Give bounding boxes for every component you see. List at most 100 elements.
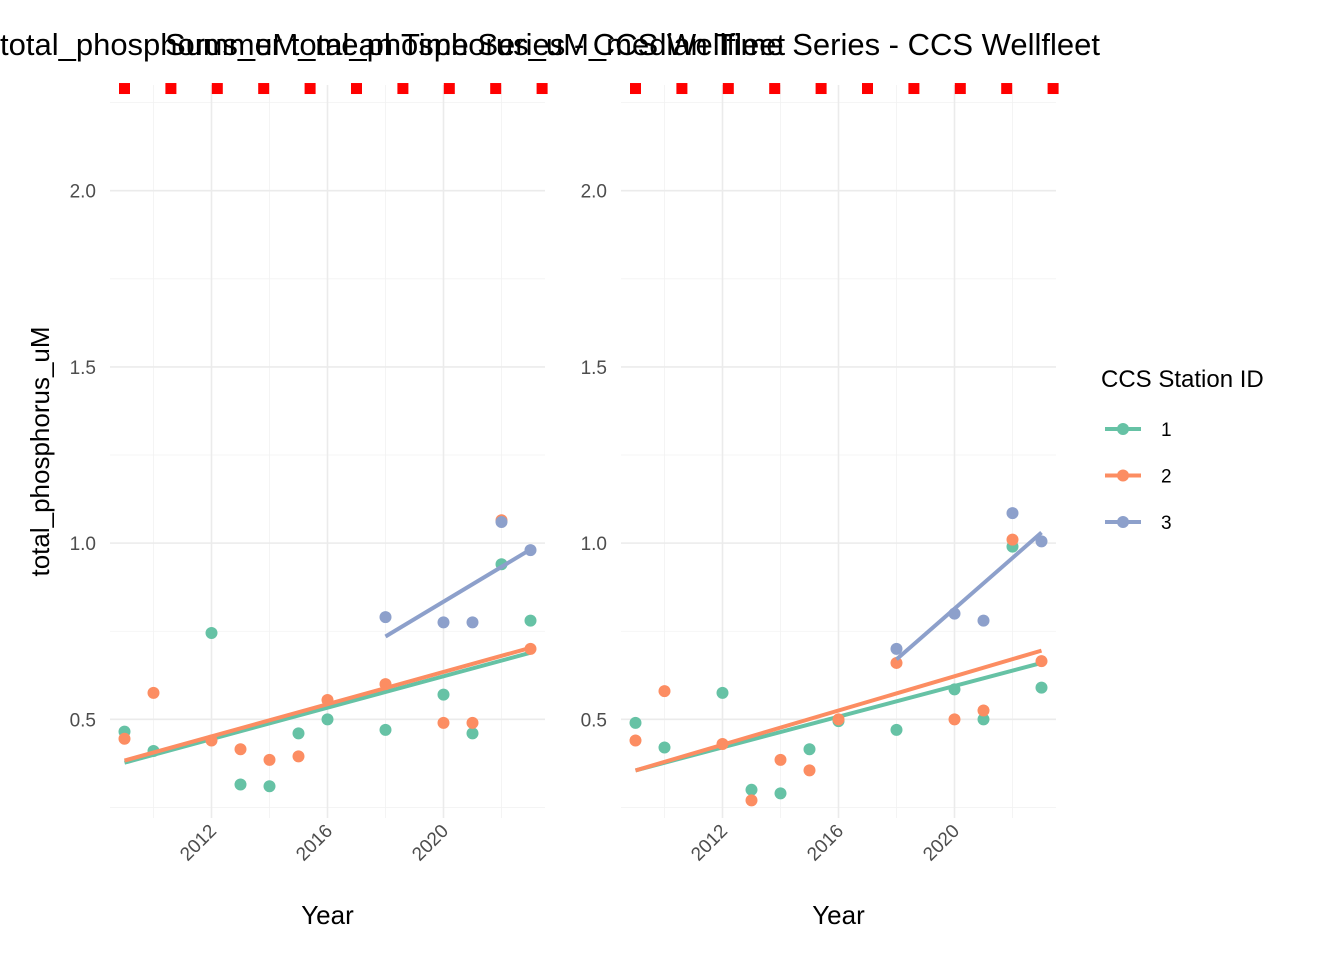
- data-point: [1035, 681, 1048, 694]
- red-square-marker: [862, 83, 873, 95]
- data-point: [437, 688, 450, 701]
- red-square-marker: [443, 83, 455, 95]
- red-square-marker: [1047, 83, 1059, 95]
- panel-mean: 0.5 1.0 1.5 2.0 2012 2016 2020 Year total_phosph…: [25, 83, 548, 930]
- data-point: [205, 734, 218, 747]
- y-tick-label: 1.0: [70, 534, 96, 555]
- trend-line-1: [123, 650, 532, 765]
- data-point: [1006, 507, 1019, 520]
- data-point: [948, 713, 961, 726]
- red-square-marker: [630, 83, 641, 95]
- x-axis-title: Year: [812, 900, 865, 930]
- data-point: [263, 753, 276, 766]
- data-point: [466, 727, 479, 740]
- series-3: [890, 507, 1048, 661]
- data-point: [716, 686, 729, 699]
- series-3: [379, 515, 537, 639]
- data-point: [292, 750, 305, 763]
- data-point: [832, 713, 845, 726]
- legend-label: 2: [1161, 467, 1172, 488]
- y-tick-label: 2.0: [70, 182, 96, 203]
- data-point: [437, 716, 450, 729]
- y-axis-title: total_phosphorus_uM: [25, 326, 55, 576]
- data-point: [948, 683, 961, 696]
- data-point: [629, 734, 642, 747]
- data-point: [524, 642, 537, 655]
- y-tick-label: 0.5: [70, 710, 96, 731]
- red-square-marker: [351, 83, 362, 95]
- y-tick-label: 1.0: [581, 534, 607, 555]
- panel-title-0: total_phosphorus_uM_mean Time Series - C…: [0, 27, 786, 62]
- data-point: [292, 727, 305, 740]
- legend-item-1: 1: [1105, 420, 1172, 441]
- data-point: [774, 753, 787, 766]
- data-point: [263, 780, 276, 793]
- data-point: [948, 607, 961, 620]
- x-tick-label: 2020: [408, 821, 453, 866]
- red-square-marker: [397, 83, 409, 95]
- data-point: [205, 626, 218, 639]
- legend-key-point: [1117, 516, 1129, 528]
- data-point: [803, 764, 816, 777]
- red-square-marker: [119, 83, 130, 95]
- red-square-marker: [165, 83, 177, 95]
- data-point: [658, 685, 671, 698]
- data-point: [379, 611, 392, 624]
- red-square-marker: [815, 83, 827, 95]
- legend-item-2: 2: [1105, 467, 1172, 488]
- x-tick-label: 2012: [687, 821, 732, 866]
- legend-items: 1 2 3: [1105, 420, 1172, 534]
- data-point: [658, 741, 671, 754]
- x-axis-title: Year: [301, 900, 354, 930]
- data-point: [1035, 535, 1048, 548]
- panel-summer-median: 0.5 1.0 1.5 2.0 2012 2016 2020 Year: [581, 83, 1059, 930]
- y-tick-label: 1.5: [70, 358, 96, 379]
- data-point: [716, 737, 729, 750]
- data-point: [495, 515, 508, 528]
- data-point: [977, 614, 990, 627]
- data-point: [234, 778, 247, 791]
- data-point: [745, 783, 758, 796]
- legend-key-point: [1117, 423, 1129, 435]
- x-tick-label: 2020: [919, 821, 964, 866]
- titles: total_phosphorus_uM_mean Time Series - C…: [0, 27, 1100, 62]
- panel-title-1: Summer total_phosphorus_uM_median Time S…: [165, 27, 1100, 62]
- red-square-marker: [258, 83, 270, 95]
- data-point: [629, 716, 642, 729]
- red-square-marker: [490, 83, 502, 95]
- data-point: [524, 614, 537, 627]
- y-tick-label: 2.0: [581, 182, 607, 203]
- legend-label: 3: [1161, 513, 1172, 534]
- x-tick-label: 2012: [176, 821, 221, 866]
- legend-item-3: 3: [1105, 513, 1172, 534]
- data-point: [524, 544, 537, 557]
- data-point: [890, 642, 903, 655]
- y-tick-label: 0.5: [581, 710, 607, 731]
- red-square-marker: [211, 83, 223, 95]
- trend-line-2: [634, 648, 1043, 773]
- data-point: [118, 732, 131, 745]
- red-square-marker: [908, 83, 920, 95]
- data-point: [890, 656, 903, 669]
- data-point: [321, 713, 334, 726]
- gridlines: [621, 85, 1056, 818]
- data-point: [466, 716, 479, 729]
- red-square-marker: [676, 83, 688, 95]
- series-2: [118, 514, 537, 766]
- data-point: [977, 704, 990, 717]
- x-tick-label: 2016: [803, 821, 848, 866]
- legend-label: 1: [1161, 420, 1172, 441]
- red-square-marker: [954, 83, 966, 95]
- marker-row: [119, 83, 548, 95]
- data-point: [1006, 533, 1019, 546]
- red-square-marker: [1001, 83, 1013, 95]
- data-point: [147, 686, 160, 699]
- series-2: [629, 533, 1048, 807]
- y-tick-label: 1.5: [581, 358, 607, 379]
- trend-line-3: [384, 547, 532, 639]
- data-point: [321, 693, 334, 706]
- legend: CCS Station ID 1 2 3: [1101, 366, 1264, 534]
- legend-title: CCS Station ID: [1101, 366, 1264, 393]
- x-tick-label: 2016: [292, 821, 337, 866]
- data-point: [977, 713, 990, 726]
